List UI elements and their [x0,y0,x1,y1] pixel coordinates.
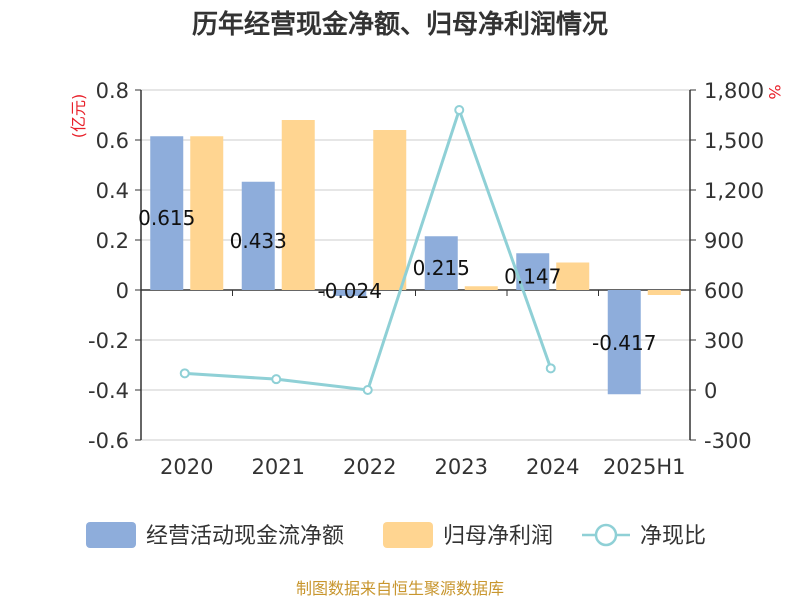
left-axis-tick-label: -0.4 [88,379,129,403]
ratio-point [545,363,556,374]
data-labels: 0.615 0.433 -0.024 0.215 0.147 -0.417 [138,206,656,355]
x-axis-tick-label: 2021 [252,455,305,479]
data-source-note: 制图数据来自恒生聚源数据库 [296,579,504,598]
net-profit-bar [281,120,315,290]
net-profit-bar [190,136,224,290]
net-profit-bar [373,130,407,290]
x-axis-tick-label: 2020 [160,455,213,479]
x-axis-tick-label: 2024 [526,455,579,479]
right-axis-tick-label: -300 [704,429,752,453]
x-axis-tick-label: 2022 [343,455,396,479]
cashflow-bar [424,236,458,290]
legend-label-net-profit: 归母净利润 [443,524,553,549]
axes: 0.8 0.6 0.4 0.2 0 -0.2 -0.4 -0.6 1,800 1,500 1,200… [88,79,764,479]
cashflow-data-label: 0.615 [138,206,195,230]
x-axis-tick-label: 2023 [435,455,488,479]
ratio-line [179,105,556,395]
legend-marker-ratio [594,523,618,547]
net-profit-bar [464,286,498,290]
left-axis-tick-label: 0.8 [96,79,129,103]
x-axis-tick-label: 2025H1 [603,455,686,479]
bars [150,120,681,395]
legend: 经营活动现金流净额 归母净利润 净现比 [86,522,706,549]
left-axis-tick-label: 0.4 [96,179,129,203]
cashflow-data-label: -0.417 [592,331,656,355]
cashflow-bar [241,181,275,290]
cashflow-data-label: 0.433 [230,229,287,253]
right-axis-tick-label: 1,500 [704,129,764,153]
cashflow-bar [333,290,367,296]
left-axis-tick-label: 0 [116,279,129,303]
right-axis-tick-label: 300 [704,329,744,353]
cashflow-bar [150,136,184,290]
cashflow-bar [607,290,641,395]
left-axis-tick-label: -0.2 [88,329,129,353]
net-profit-bar [647,290,681,295]
legend-swatch-net-profit [383,522,433,548]
ratio-point [454,105,465,115]
right-axis-unit: % [765,84,784,99]
chart-title: 历年经营现金净额、归母净利润情况 [192,9,608,40]
legend-swatch-cashflow [86,522,136,548]
right-axis-tick-label: 900 [704,229,744,253]
legend-label-cashflow: 经营活动现金流净额 [146,524,344,549]
left-axis-tick-label: -0.6 [88,429,129,453]
ratio-point [179,368,190,379]
right-axis-tick-label: 1,800 [704,79,764,103]
cashflow-data-label: 0.147 [504,265,561,289]
left-axis-tick-label: 0.6 [96,129,129,153]
ratio-point [271,374,282,385]
right-axis-tick-label: 0 [704,379,717,403]
left-axis-unit: (亿元) [69,94,88,139]
net-profit-bar [556,262,590,290]
right-axis-tick-label: 600 [704,279,744,303]
cashflow-data-label: -0.024 [318,279,382,303]
left-axis-tick-label: 0.2 [96,229,129,253]
ratio-point [362,385,373,395]
right-axis-tick-label: 1,200 [704,179,764,203]
legend-label-ratio: 净现比 [640,524,706,549]
cashflow-data-label: 0.215 [413,256,470,280]
